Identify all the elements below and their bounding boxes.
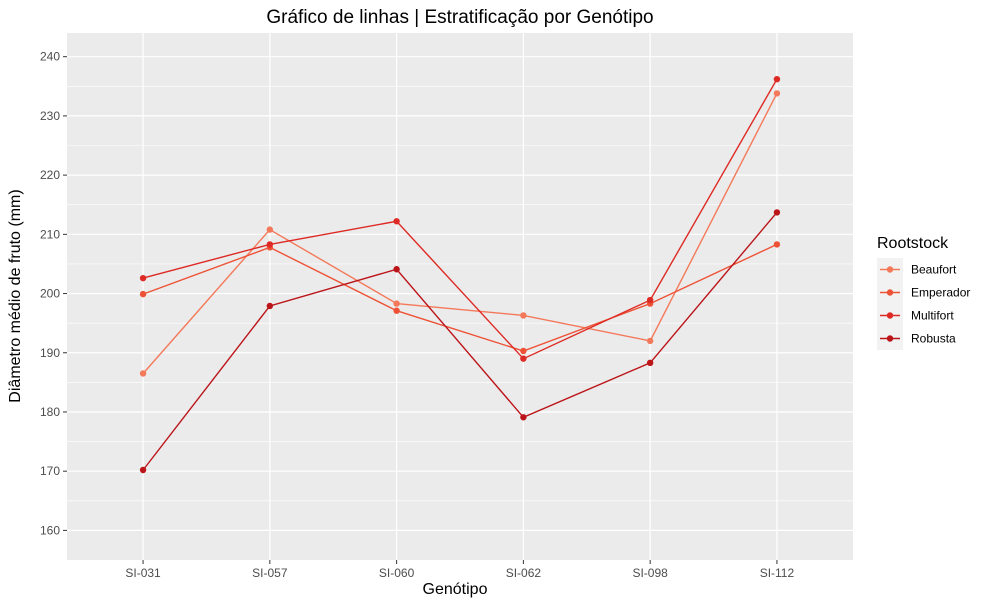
legend-key-point [886, 289, 894, 296]
series-line [142, 78, 778, 360]
x-tick-label: SI-060 [379, 566, 415, 580]
legend-item-robusta: Robusta [877, 327, 956, 350]
legend-label: Emperador [911, 286, 970, 300]
legend-label: Multifort [911, 309, 954, 323]
y-tick-label: 240 [40, 50, 60, 64]
data-point [520, 414, 527, 421]
y-tick-label: 200 [40, 287, 60, 301]
x-axis: SI-031 SI-057 SI-060 SI-062 SI-098 SI-112 [125, 560, 794, 580]
data-point [393, 300, 400, 307]
legend-item-multifort: Multifort [877, 304, 954, 327]
data-point [520, 347, 527, 355]
data-point [266, 241, 274, 248]
x-tick-label: SI-062 [506, 566, 542, 580]
data-point [393, 218, 400, 225]
series-emperador [139, 241, 781, 355]
data-point [773, 209, 781, 216]
legend-items: Beaufort Emperador Multifort Robusta [877, 258, 970, 350]
data-point [393, 307, 400, 314]
series-robusta [139, 209, 781, 474]
y-tick-label: 180 [40, 405, 60, 419]
legend-key-point [886, 312, 894, 319]
data-point [646, 359, 654, 367]
plot-panel [67, 33, 853, 560]
x-tick-label: SI-098 [632, 566, 668, 580]
legend-key-point [886, 266, 894, 273]
data-point [266, 226, 274, 233]
series-beaufort [139, 90, 781, 377]
y-axis-title: Diâmetro médio de fruto (mm) [7, 189, 24, 402]
legend-label: Robusta [911, 332, 956, 346]
data-point [139, 370, 147, 377]
legend-key-point [886, 335, 894, 342]
series-layer [139, 75, 781, 474]
y-axis: 160 170 180 190 200 210 220 230 240 [40, 50, 67, 537]
legend-title: Rootstock [877, 235, 949, 252]
series-line [142, 243, 778, 352]
legend-item-beaufort: Beaufort [877, 258, 957, 281]
data-point [646, 296, 654, 304]
x-tick-label: SI-112 [760, 566, 795, 580]
y-tick-label: 160 [40, 523, 60, 537]
legend-item-emperador: Emperador [877, 281, 970, 304]
y-tick-label: 210 [40, 227, 60, 241]
data-point [520, 312, 527, 319]
x-axis-title: Genótipo [423, 581, 488, 598]
data-point [393, 266, 400, 273]
y-tick-label: 170 [40, 464, 60, 478]
y-tick-label: 190 [40, 346, 60, 360]
series-line [142, 93, 778, 374]
legend-label: Beaufort [911, 263, 957, 277]
data-point [139, 466, 147, 474]
data-point [520, 355, 527, 362]
data-point [139, 290, 147, 298]
data-point [773, 75, 781, 83]
chart-title: Gráfico de linhas | Estratificação por G… [266, 7, 653, 28]
legend: Rootstock Beaufort Emperador Multifort Robu… [877, 235, 970, 350]
data-point [139, 274, 147, 282]
data-point [646, 337, 654, 345]
y-tick-label: 230 [40, 109, 60, 123]
series-multifort [139, 75, 781, 362]
x-tick-label: SI-057 [252, 566, 288, 580]
data-point [773, 90, 781, 97]
y-tick-label: 220 [40, 168, 60, 182]
x-tick-label: SI-031 [125, 566, 161, 580]
series-line [142, 211, 778, 471]
data-point [773, 241, 781, 248]
data-point [266, 302, 274, 310]
